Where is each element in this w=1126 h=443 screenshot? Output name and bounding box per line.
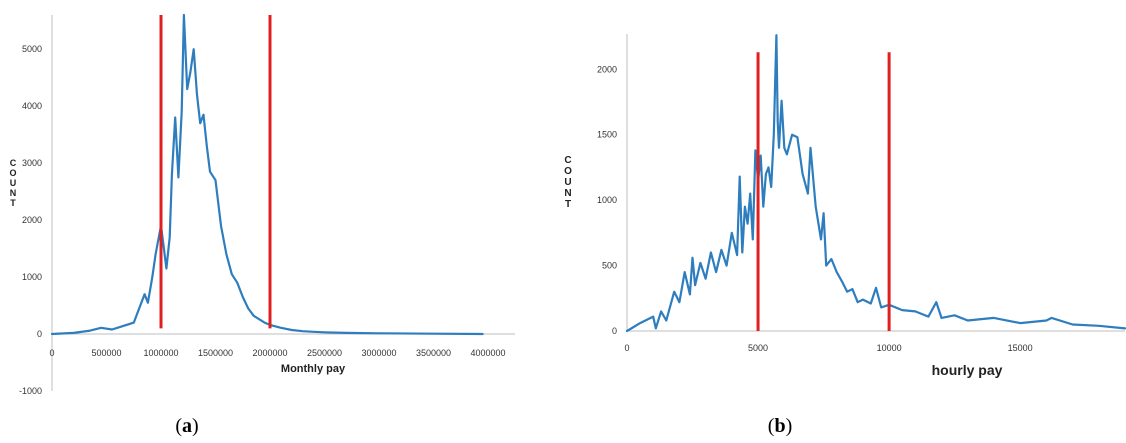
x-tick-label: 10000	[877, 343, 902, 353]
x-axis-title: Monthly pay	[281, 363, 346, 375]
y-tick-label: 2000	[22, 215, 42, 225]
y-tick-label: 1000	[597, 195, 617, 205]
y-tick-label: 0	[37, 329, 42, 339]
y-tick-label: 500	[602, 261, 617, 271]
y-tick-label: 2000	[597, 64, 617, 74]
chart-hourly-pay: 0 500 1000 1500 2000 0 5000 10000 15000 hourly pa…	[564, 34, 1126, 437]
x-tick-label: 0	[624, 343, 629, 353]
x-tick-label: 1500000	[198, 348, 233, 358]
panel-label: (a)	[175, 415, 198, 437]
chart-monthly-pay: -1000 0 1000 2000 3000 4000 5000 0 500000 1000000…	[9, 13, 515, 437]
panel-label: (b)	[768, 415, 792, 437]
series-line	[50, 13, 484, 336]
y-tick-label: 3000	[22, 158, 42, 168]
y-tick-label: 0	[612, 326, 617, 336]
y-tick-label: 5000	[22, 44, 42, 54]
x-tick-label: 1000000	[143, 348, 178, 358]
y-tick-label: -1000	[19, 386, 42, 396]
y-tick-label: 4000	[22, 101, 42, 111]
x-tick-label: 5000	[748, 343, 768, 353]
x-axis-title: hourly pay	[932, 362, 1003, 378]
x-tick-label: 4000000	[470, 348, 505, 358]
x-tick-label: 15000	[1008, 343, 1033, 353]
x-tick-label: 3500000	[416, 348, 451, 358]
x-tick-label: 3000000	[361, 348, 396, 358]
x-tick-label: 500000	[91, 348, 121, 358]
x-tick-label: 0	[49, 348, 54, 358]
y-tick-label: 1000	[22, 272, 42, 282]
x-tick-label: 2500000	[307, 348, 342, 358]
y-tick-label: 1500	[597, 130, 617, 140]
x-tick-label: 2000000	[252, 348, 287, 358]
series-line	[625, 34, 1126, 333]
